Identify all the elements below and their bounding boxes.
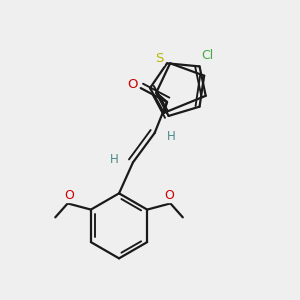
Text: H: H [110, 153, 119, 166]
Text: O: O [164, 189, 174, 202]
Text: H: H [167, 130, 176, 142]
Text: O: O [127, 78, 137, 91]
Text: O: O [64, 189, 74, 202]
Text: S: S [155, 52, 164, 65]
Text: Cl: Cl [201, 49, 213, 62]
